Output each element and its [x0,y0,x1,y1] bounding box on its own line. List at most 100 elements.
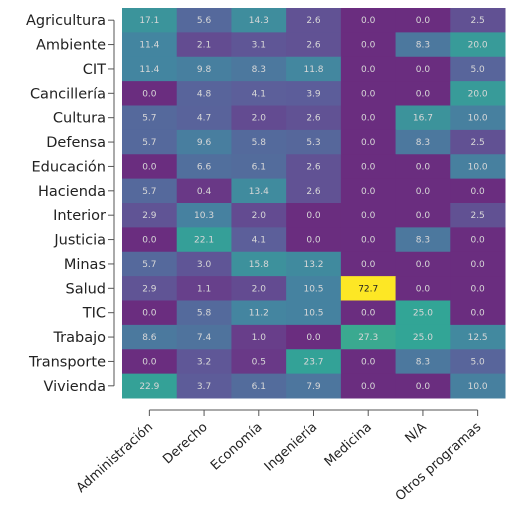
cell-value-label: 2.6 [306,114,321,124]
heatmap-cell [340,300,397,326]
heatmap-cell [286,373,342,399]
x-tick-label: Administración [74,420,156,496]
cell-value-label: 8.3 [416,357,430,367]
y-tick-label: CIT [83,62,106,78]
cell-value-label: 20.0 [468,41,488,51]
cell-value-label: 0.0 [361,138,376,148]
cell-value-label: 0.0 [361,41,376,51]
heatmap-cell [122,227,178,253]
cell-value-label: 10.0 [468,114,488,124]
heatmap-cell [176,373,232,399]
y-tick-label: Ambiente [36,38,106,54]
heatmap-cell [340,324,397,350]
cell-value-label: 0.0 [142,162,157,172]
heatmap-cell [176,32,232,58]
cell-value-label: 0.0 [416,89,431,99]
heatmap-cell [340,203,397,228]
x-tick-label: Medicina [322,420,375,470]
heatmap-cell [176,56,232,82]
heatmap-cell [395,349,451,375]
heatmap-cell [122,32,178,58]
cell-value-label: 2.6 [306,16,321,26]
cell-value-label: 2.5 [470,138,484,148]
heatmap-cell [122,251,178,277]
cell-value-label: 0.0 [306,236,321,246]
heatmap-cell [395,32,451,58]
cell-value-label: 3.0 [197,260,212,270]
cell-value-label: 0.0 [416,187,431,197]
cell-value-label: 13.2 [303,260,323,270]
cell-value-label: 0.0 [470,236,485,246]
cell-value-label: 4.1 [252,236,266,246]
heatmap-cell [340,32,397,58]
cell-value-label: 0.0 [361,187,376,197]
cell-value-label: 2.6 [306,162,321,172]
heatmap-cell [286,154,342,180]
heatmap-cells: 17.1 5.6 14.3 2.6 0.0 0.0 2.5 11.4 2.1 3.1 2.6 0.0 8… [122,8,506,399]
heatmap-cell [286,251,342,277]
x-tick-label: Derecho [160,420,211,468]
cell-value-label: 0.0 [361,260,376,270]
cell-value-label: 0.0 [306,211,321,221]
heatmap-cell [450,105,506,131]
cell-value-label: 15.8 [249,260,269,270]
heatmap-cell [450,324,506,350]
cell-value-label: 0.0 [361,89,376,99]
heatmap-cell [231,32,287,58]
cell-value-label: 0.4 [197,187,212,197]
heatmap-cell [340,81,397,106]
heatmap-cell [176,300,232,326]
cell-value-label: 0.0 [470,260,485,270]
heatmap-cell [395,251,451,277]
heatmap-cell [340,56,397,82]
heatmap-cell [340,129,397,155]
cell-value-label: 0.0 [416,284,431,294]
heatmap-cell [176,129,232,155]
cell-value-label: 2.9 [142,211,157,221]
cell-value-label: 0.0 [361,382,376,392]
heatmap-cell [176,276,232,301]
heatmap-cell [176,324,232,350]
heatmap-cell [176,154,232,180]
cell-value-label: 0.0 [361,65,376,75]
cell-value-label: 20.0 [468,89,488,99]
heatmap-cell [450,129,506,155]
heatmap-cell [231,203,287,228]
cell-value-label: 0.0 [361,309,376,319]
heatmap-cell [450,373,506,399]
y-tick-label: Vivienda [44,379,106,395]
heatmap-cell [286,324,342,350]
y-tick-label: Agricultura [26,13,106,29]
cell-value-label: 2.6 [306,41,321,51]
heatmap-cell [286,81,342,106]
cell-value-label: 5.0 [470,65,485,75]
heatmap-cell [340,154,397,180]
cell-value-label: 0.0 [361,16,376,26]
cell-value-label: 6.1 [252,162,266,172]
cell-value-label: 17.1 [139,16,159,26]
heatmap-cell [122,300,178,326]
heatmap-cell [176,105,232,131]
cell-value-label: 5.7 [142,187,156,197]
cell-value-label: 0.0 [416,382,431,392]
cell-value-label: 2.0 [252,211,267,221]
y-tick-label: TIC [82,306,106,322]
cell-value-label: 2.9 [142,284,157,294]
heatmap-cell [286,300,342,326]
y-tick-label: Trabajo [52,330,106,346]
heatmap-cell [231,178,287,204]
heatmap-cell [231,129,287,155]
heatmap-cell [450,349,506,375]
y-tick-label: Minas [64,257,106,273]
y-tick-label: Hacienda [38,184,106,200]
cell-value-label: 2.0 [252,114,267,124]
heatmap-cell [176,8,232,33]
cell-value-label: 0.0 [416,162,431,172]
cell-value-label: 10.0 [468,382,488,392]
cell-value-label: 27.3 [358,333,378,343]
heatmap-cell [340,8,397,33]
heatmap-cell [450,81,506,106]
heatmap-cell [122,105,178,131]
cell-value-label: 0.0 [142,89,157,99]
